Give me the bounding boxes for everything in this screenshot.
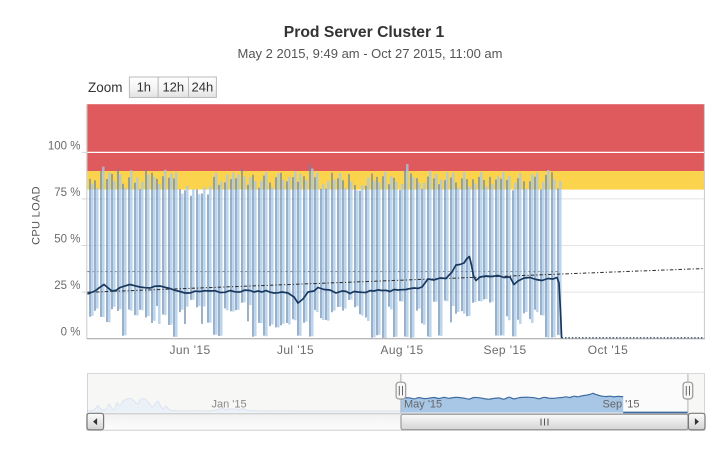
svg-text:CPU LOAD: CPU LOAD <box>31 186 43 245</box>
svg-text:100 %: 100 % <box>48 140 81 152</box>
svg-text:75 %: 75 % <box>54 187 80 199</box>
svg-text:24h: 24h <box>192 80 214 95</box>
svg-text:May 2 2015, 9:49 am - Oct 27 2: May 2 2015, 9:49 am - Oct 27 2015, 11:00… <box>238 46 503 61</box>
svg-text:Jun '15: Jun '15 <box>169 343 210 357</box>
svg-text:12h: 12h <box>162 80 184 95</box>
svg-text:0 %: 0 % <box>61 327 81 339</box>
svg-text:Oct '15: Oct '15 <box>588 343 628 357</box>
svg-text:Jan '15: Jan '15 <box>212 399 247 411</box>
svg-text:Sep '15: Sep '15 <box>483 343 526 357</box>
svg-text:Zoom: Zoom <box>88 80 123 95</box>
svg-text:1h: 1h <box>137 80 151 95</box>
svg-text:Aug '15: Aug '15 <box>380 343 423 357</box>
svg-text:25 %: 25 % <box>54 280 80 292</box>
svg-text:50 %: 50 % <box>54 234 80 246</box>
svg-text:May '15: May '15 <box>404 399 442 411</box>
svg-text:Sep '15: Sep '15 <box>603 399 640 411</box>
svg-text:Prod Server Cluster 1: Prod Server Cluster 1 <box>284 24 445 41</box>
svg-text:Jul '15: Jul '15 <box>277 343 314 357</box>
